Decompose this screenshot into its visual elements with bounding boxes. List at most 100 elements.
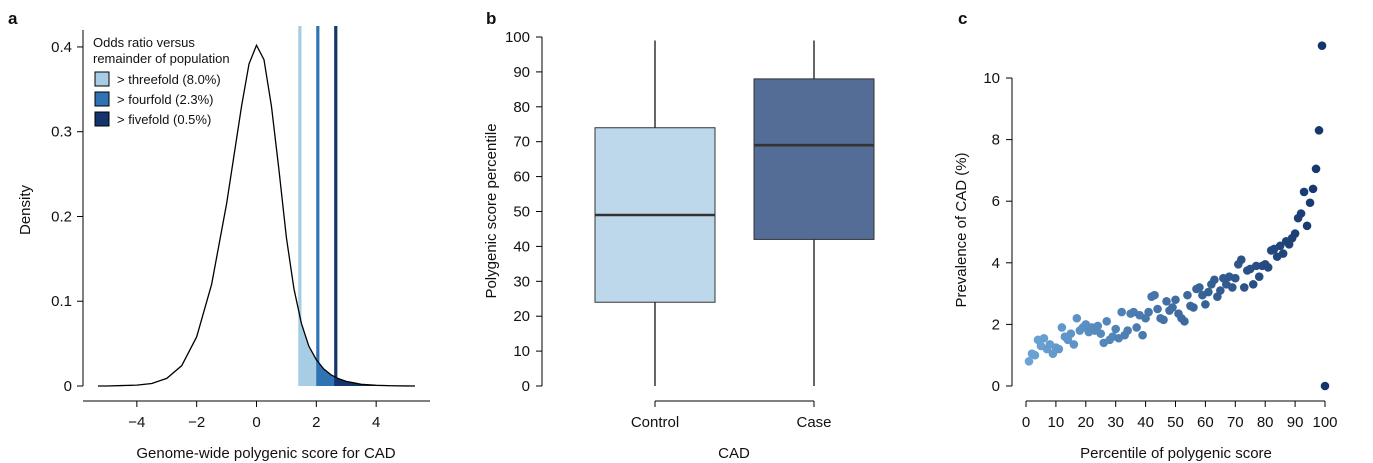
scatter-point [1239, 283, 1249, 292]
y-tick-label-b: 30 [513, 273, 530, 290]
x-tick-label-a: −4 [128, 414, 145, 431]
y-axis-title-c: Prevalence of CAD (%) [953, 152, 970, 307]
scatter-point [1296, 209, 1306, 218]
scatter-point [1308, 184, 1318, 194]
scatter-point [1236, 255, 1246, 265]
x-tick-label-c: 50 [1167, 414, 1184, 431]
scatter-point [1254, 272, 1264, 281]
scatter-point [1138, 330, 1147, 340]
boxplots [594, 40, 875, 386]
y-tick-label-a: 0 [64, 378, 72, 395]
scatter-point [1072, 313, 1082, 323]
x-tick-label-c: 30 [1107, 414, 1124, 431]
scatter-point [1117, 307, 1126, 317]
x-tick-label-c: 70 [1227, 414, 1244, 431]
x-tick-label-b: Case [796, 414, 831, 431]
x-tick-label-c: 100 [1312, 414, 1337, 431]
x-tick-label-c: 10 [1048, 414, 1065, 431]
panel-b-label: b [486, 9, 496, 28]
scatter-point [1216, 286, 1225, 295]
y-axis-title-b: Polygenic score percentile [483, 123, 500, 298]
x-ticks-b: Control Case [631, 401, 832, 431]
box-case [753, 78, 875, 240]
x-tick-label-b: Control [631, 414, 679, 431]
y-tick-label-c: 10 [983, 70, 1000, 87]
y-tick-label-a: 0.1 [51, 293, 72, 310]
scatter-point [1039, 333, 1049, 343]
scatter-point [1150, 290, 1159, 300]
scatter-point [1320, 381, 1330, 391]
y-tick-label-b: 0 [522, 378, 530, 395]
x-axis-title-a: Genome-wide polygenic score for CAD [136, 445, 395, 462]
scatter-point [1102, 317, 1112, 326]
scatter-point [1096, 329, 1106, 338]
y-tick-label-b: 50 [513, 204, 530, 221]
scatter-point [1069, 340, 1079, 349]
scatter-points [1024, 41, 1330, 391]
y-tick-label-b: 40 [513, 238, 530, 255]
scatter-point [1251, 261, 1261, 271]
scatter-point [1302, 221, 1312, 231]
x-ticks-c: 0 10 20 30 40 50 60 70 80 90 100 [1022, 401, 1338, 431]
legend-title-line2: remainder of population [93, 51, 230, 66]
scatter-point [1054, 344, 1064, 354]
y-tick-label-c: 4 [992, 255, 1000, 272]
x-tick-label-c: 20 [1077, 414, 1094, 431]
legend-swatch-fivefold [94, 111, 110, 127]
scatter-point [1066, 329, 1076, 338]
y-axis-title-a: Density [17, 184, 34, 235]
y-ticks-a: 0 0.1 0.2 0.3 0.4 [51, 39, 83, 395]
legend-label-threefold: > threefold (8.0%) [117, 72, 221, 87]
panel-a: a 0 0.1 0.2 0.3 0.4 −4 −2 0 2 4 Density Genome-w… [8, 9, 430, 462]
legend-title-line1: Odds ratio versus [93, 35, 195, 50]
y-ticks-b: 0 10 20 30 40 50 60 70 80 90 100 [505, 29, 542, 395]
scatter-point [1305, 198, 1315, 208]
y-tick-label-b: 90 [513, 64, 530, 81]
legend-a: Odds ratio versus remainder of populatio… [93, 35, 230, 127]
x-axis-title-b: CAD [718, 445, 750, 462]
scatter-point [1168, 303, 1177, 312]
scatter-point [1201, 300, 1210, 309]
scatter-point [1123, 326, 1132, 335]
scatter-point [1159, 315, 1168, 325]
threshold-lines [298, 26, 338, 386]
y-tick-label-c: 8 [992, 132, 1000, 149]
x-tick-label-c: 60 [1197, 414, 1214, 431]
scatter-point [1111, 324, 1120, 334]
x-ticks-a: −4 −2 0 2 4 [128, 401, 380, 431]
scatter-point [1057, 323, 1067, 332]
y-tick-label-c: 0 [992, 378, 1000, 395]
legend-label-fivefold: > fivefold (0.5%) [117, 112, 211, 127]
scatter-point [1210, 275, 1219, 285]
scatter-point [1314, 126, 1324, 135]
scatter-point [1144, 307, 1153, 317]
y-tick-label-b: 70 [513, 134, 530, 151]
scatter-point [1024, 357, 1034, 366]
x-tick-label-a: 2 [312, 414, 320, 431]
y-tick-label-b: 100 [505, 29, 530, 46]
scatter-point [1231, 273, 1240, 283]
scatter-point [1153, 304, 1162, 314]
scatter-point [1311, 164, 1321, 174]
scatter-point [1204, 287, 1213, 297]
y-tick-label-a: 0.2 [51, 208, 72, 225]
scatter-point [1263, 263, 1273, 272]
scatter-point [1030, 350, 1040, 360]
scatter-point [1195, 283, 1204, 292]
legend-swatch-threefold [94, 71, 110, 87]
y-tick-label-b: 20 [513, 308, 530, 325]
scatter-point [1278, 249, 1288, 258]
y-tick-label-a: 0.3 [51, 124, 72, 141]
x-tick-label-a: 0 [252, 414, 260, 431]
scatter-point [1132, 323, 1141, 332]
scatter-point [1290, 229, 1300, 238]
scatter-point [1162, 297, 1171, 306]
x-tick-label-c: 90 [1287, 414, 1304, 431]
y-ticks-c: 0 2 4 6 8 10 [983, 70, 1012, 395]
x-tick-label-c: 80 [1257, 414, 1274, 431]
scatter-point [1093, 321, 1103, 331]
scatter-point [1228, 283, 1237, 292]
x-tick-label-a: 4 [372, 414, 380, 431]
y-tick-label-c: 6 [992, 193, 1000, 210]
density-curve [97, 43, 416, 387]
